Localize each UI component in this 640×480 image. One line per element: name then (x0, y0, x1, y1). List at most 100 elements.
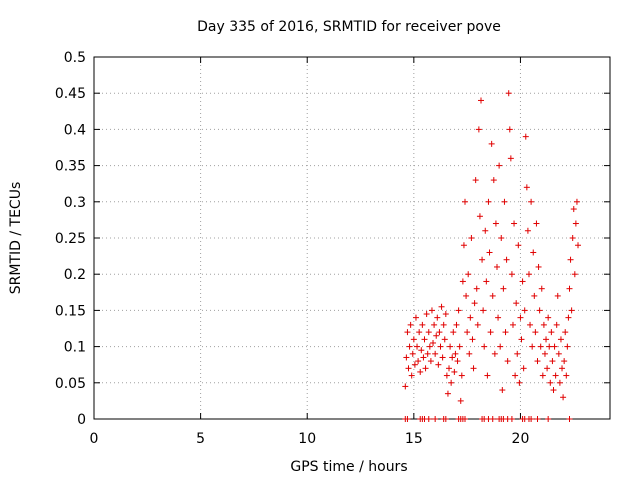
y-tick-label: 0.15 (55, 303, 86, 319)
data-point (528, 416, 535, 422)
data-point (476, 213, 483, 220)
data-point (479, 256, 486, 263)
data-point (454, 358, 461, 365)
data-point (517, 314, 524, 321)
data-point (492, 220, 499, 227)
data-point (426, 343, 433, 350)
data-point (563, 372, 570, 379)
data-point (432, 416, 439, 422)
data-point (552, 372, 559, 379)
data-point (469, 336, 476, 343)
data-point (433, 332, 440, 339)
data-point (467, 314, 474, 321)
data-point (564, 343, 571, 350)
data-point (556, 379, 563, 386)
y-tick-label: 0.3 (64, 195, 86, 211)
data-point (416, 329, 423, 336)
data-point (546, 343, 553, 350)
data-point (422, 365, 429, 372)
y-tick-label: 0.2 (64, 267, 86, 283)
data-point (535, 263, 542, 270)
data-point (404, 416, 411, 422)
x-tick-label: 5 (196, 431, 205, 447)
data-point (419, 321, 426, 328)
data-point (566, 416, 573, 422)
data-point (468, 235, 475, 241)
data-point (486, 249, 493, 256)
data-point (561, 358, 568, 365)
data-point (538, 285, 545, 292)
data-point (504, 358, 511, 365)
data-point (448, 379, 455, 386)
y-axis: 0 0.05 0.1 0.15 0.2 0.25 0.3 0.35 0.4 0.45 0.5 (55, 50, 610, 428)
data-point (532, 329, 539, 336)
data-point (457, 397, 464, 404)
data-point (425, 329, 432, 336)
data-point (418, 347, 425, 354)
data-point (514, 350, 521, 357)
data-point (525, 271, 532, 278)
data-points (402, 90, 582, 422)
data-point (569, 235, 576, 241)
data-point (567, 256, 574, 263)
data-point (572, 220, 579, 227)
y-tick-label: 0.5 (64, 50, 86, 66)
data-point (424, 350, 431, 357)
data-point (541, 350, 548, 357)
data-point (545, 416, 552, 422)
data-point (402, 383, 409, 390)
data-point (575, 242, 582, 249)
data-point (415, 358, 422, 365)
data-point (474, 321, 481, 328)
data-point (523, 184, 530, 191)
x-tick-label: 10 (298, 431, 316, 447)
y-tick-label: 0.4 (64, 122, 86, 138)
x-axis: 0 5 10 15 20 (90, 57, 529, 447)
data-point (410, 336, 417, 343)
data-point (463, 292, 470, 299)
data-point (404, 329, 411, 336)
data-point (511, 220, 518, 227)
data-point (554, 292, 561, 299)
data-point (549, 358, 556, 365)
data-point (501, 198, 508, 205)
data-point (496, 162, 503, 169)
data-point (534, 416, 541, 422)
data-point (491, 350, 498, 357)
data-point (444, 390, 451, 397)
data-point (555, 350, 562, 357)
data-point (421, 336, 428, 343)
data-point (489, 416, 496, 422)
data-point (442, 311, 449, 318)
data-point (480, 307, 487, 314)
data-point (471, 300, 478, 307)
data-point (440, 321, 447, 328)
data-point (412, 314, 419, 321)
data-point (493, 263, 500, 270)
data-point (487, 329, 494, 336)
data-point (508, 271, 515, 278)
data-point (408, 372, 415, 379)
data-point (513, 300, 520, 307)
data-point (521, 307, 528, 314)
x-tick-label: 0 (90, 431, 99, 447)
data-point (439, 354, 446, 361)
data-point (522, 133, 529, 140)
data-point (560, 394, 567, 401)
data-point (518, 336, 525, 343)
data-point (447, 343, 454, 350)
y-tick-label: 0 (77, 412, 86, 428)
data-point (428, 307, 435, 314)
data-point (515, 242, 522, 249)
data-point (547, 379, 554, 386)
grid-layer (94, 57, 610, 419)
data-point (405, 365, 412, 372)
data-point (551, 343, 558, 350)
data-point (548, 329, 555, 336)
data-point (443, 372, 450, 379)
data-point (455, 307, 462, 314)
data-point (543, 336, 550, 343)
data-point (489, 292, 496, 299)
data-point (530, 249, 537, 256)
